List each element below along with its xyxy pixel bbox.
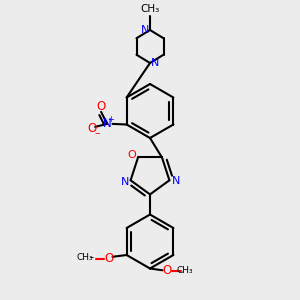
Text: CH₃: CH₃ — [76, 254, 93, 262]
Text: N: N — [140, 25, 149, 35]
Text: N: N — [151, 58, 160, 68]
Text: N: N — [172, 176, 180, 186]
Text: –: – — [95, 128, 100, 138]
Text: O: O — [163, 264, 172, 278]
Text: –: – — [90, 254, 94, 262]
Text: N: N — [120, 177, 129, 187]
Text: CH₃: CH₃ — [140, 4, 160, 14]
Text: N: N — [103, 117, 112, 130]
Text: O: O — [88, 122, 97, 135]
Text: CH₃: CH₃ — [176, 266, 193, 275]
Text: O: O — [104, 251, 113, 265]
Text: O: O — [97, 100, 106, 113]
Text: O: O — [128, 150, 136, 160]
Text: +: + — [107, 116, 114, 124]
